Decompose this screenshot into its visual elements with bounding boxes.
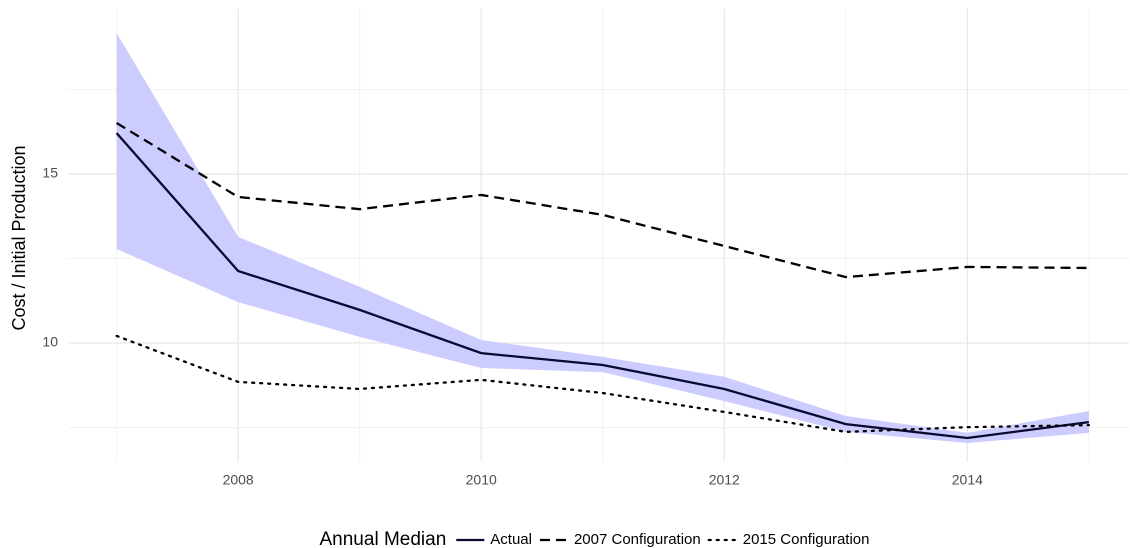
- legend-label: 2007 Configuration: [574, 531, 701, 548]
- x-tick-label: 2012: [709, 472, 740, 488]
- x-tick-label: 2014: [952, 472, 983, 488]
- y-tick-label: 10: [42, 334, 58, 350]
- y-axis-title: Cost / Initial Production: [9, 145, 29, 330]
- legend-label: 2015 Configuration: [743, 531, 870, 548]
- x-tick-label: 2008: [223, 472, 254, 488]
- y-tick-label: 15: [42, 165, 58, 181]
- legend-title: Annual Median: [320, 529, 447, 548]
- confidence-band: [116, 33, 1089, 444]
- legend-label: Actual: [490, 531, 532, 548]
- series-line: [115, 132, 1090, 440]
- legend: Annual Median Actual 2007 Configuration 201…: [320, 529, 870, 548]
- x-tick-label: 2010: [466, 472, 497, 488]
- series-line: [116, 121, 1089, 279]
- series-line: [115, 334, 1091, 434]
